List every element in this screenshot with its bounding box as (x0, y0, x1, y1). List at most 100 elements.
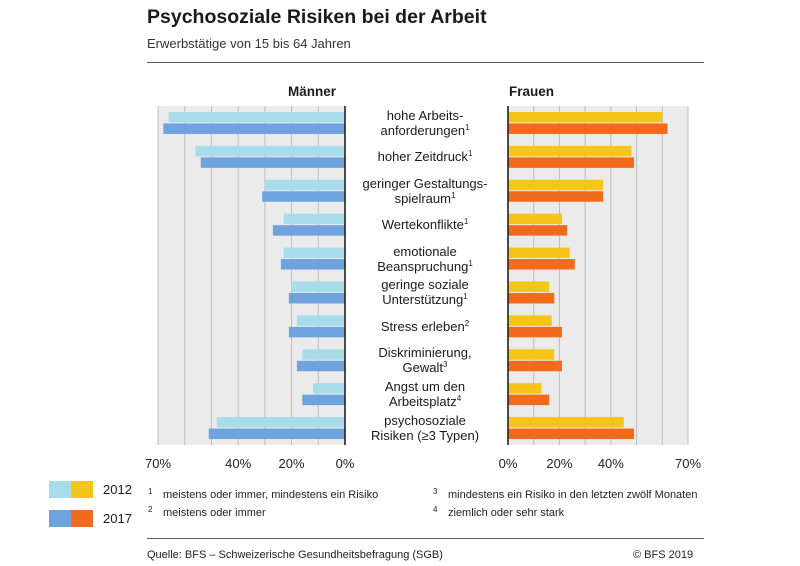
tick-label-frauen: 0% (499, 456, 518, 471)
category-label: geringe soziale Unterstützung1 (345, 277, 505, 307)
bar-maenner-2017 (288, 292, 345, 304)
panel-title-frauen: Frauen (509, 84, 555, 99)
tick-label-frauen: 20% (546, 456, 572, 471)
category-label: psychosoziale Risiken (≥3 Typen) (345, 413, 505, 443)
bar-maenner-2017 (296, 360, 345, 372)
bar-maenner-2017 (163, 123, 345, 134)
category-label: Diskriminierung, Gewalt3 (345, 345, 505, 375)
bar-frauen-2017 (508, 225, 568, 236)
category-label-line: Wertekonflikte1 (381, 217, 469, 233)
chart-subtitle: Erwerbstätige von 15 bis 64 Jahren (147, 36, 351, 51)
footnote-1-number: 1 (148, 487, 153, 496)
bar-frauen-2017 (508, 123, 668, 134)
bar-maenner-2012 (283, 247, 345, 259)
category-label-line: Diskriminierung, (378, 345, 472, 361)
bar-maenner-2012 (291, 281, 345, 292)
bar-maenner-2012 (283, 213, 345, 225)
category-label-line: Gewalt3 (402, 360, 448, 376)
category-label-line: hohe Arbeits- (386, 107, 464, 123)
bar-maenner-2017 (262, 191, 345, 202)
category-label-line: Beanspruchung1 (377, 258, 473, 274)
footnote-marker: 1 (467, 149, 473, 159)
tick-label-maenner: 70% (145, 456, 171, 471)
tick-label-maenner: 0% (336, 456, 355, 471)
footnote-3-number: 3 (433, 487, 438, 496)
category-label-line: geringer Gestaltungs- (362, 175, 488, 191)
bar-frauen-2017 (508, 360, 562, 372)
bar-frauen-2012 (508, 247, 570, 259)
footnote-marker: 2 (464, 318, 470, 328)
bar-frauen-2012 (508, 349, 555, 360)
legend-label-2012: 2012 (103, 482, 132, 497)
bar-maenner-2017 (272, 225, 345, 236)
category-label: Stress erleben2 (345, 319, 505, 334)
plot-area-maenner (158, 106, 345, 445)
footnote-4-number: 4 (433, 505, 438, 514)
tick-label-frauen: 70% (675, 456, 701, 471)
bar-frauen-2012 (508, 417, 624, 428)
bar-frauen-2012 (508, 315, 552, 326)
category-label: hohe Arbeits-anforderungen1 (345, 108, 505, 138)
footnote-marker: 4 (456, 394, 462, 404)
category-label: hoher Zeitdruck1 (345, 149, 505, 164)
category-label-line: spielraum1 (394, 190, 456, 206)
panel-title-maenner: Männer (288, 84, 337, 99)
bar-maenner-2017 (208, 428, 345, 440)
footnote-1: meistens oder immer, mindestens ein Risi… (163, 489, 379, 501)
category-label-line: anforderungen1 (380, 122, 470, 138)
tick-label-maenner: 40% (225, 456, 251, 471)
category-label-line: emotionale (393, 243, 457, 259)
category-label-line: Risiken (≥3 Typen) (370, 428, 480, 444)
bar-frauen-2012 (508, 281, 550, 292)
category-label: emotionale Beanspruchung1 (345, 244, 505, 274)
footnote-4: ziemlich oder sehr stark (448, 507, 565, 519)
category-label: Wertekonflikte1 (345, 217, 505, 232)
bar-frauen-2017 (508, 394, 550, 406)
footnote-marker: 3 (443, 360, 448, 370)
bar-frauen-2012 (508, 111, 663, 123)
bar-frauen-2017 (508, 428, 634, 440)
bar-maenner-2012 (312, 383, 345, 394)
legend-swatch-frauen-2017 (71, 510, 93, 527)
bottom-divider (147, 538, 704, 539)
category-label: geringer Gestaltungs-spielraum1 (345, 176, 505, 206)
tick-label-frauen: 40% (598, 456, 624, 471)
category-label-line: psychosoziale (384, 413, 466, 429)
bar-frauen-2012 (508, 179, 604, 191)
bar-maenner-2017 (200, 157, 345, 168)
legend-label-2017: 2017 (103, 511, 132, 526)
bar-maenner-2012 (264, 179, 345, 191)
category-label-line: Arbeitsplatz4 (388, 394, 462, 410)
bar-frauen-2012 (508, 213, 562, 225)
bar-maenner-2012 (302, 349, 345, 360)
footnote-marker: 1 (450, 190, 456, 200)
bar-frauen-2017 (508, 191, 604, 202)
footnote-2: meistens oder immer (163, 507, 266, 519)
bar-maenner-2012 (216, 417, 345, 428)
source-note: Quelle: BFS – Schweizerische Gesundheits… (147, 549, 443, 561)
plot-area-frauen (508, 106, 688, 445)
bar-maenner-2012 (168, 111, 345, 123)
bar-frauen-2017 (508, 326, 562, 338)
tick-label-maenner: 20% (279, 456, 305, 471)
category-label-line: Stress erleben2 (380, 318, 470, 334)
bar-frauen-2017 (508, 292, 555, 304)
category-label-line: Angst um den (384, 379, 466, 395)
bar-maenner-2012 (296, 315, 345, 326)
chart-title: Psychosoziale Risiken bei der Arbeit (147, 6, 487, 28)
footnote-marker: 1 (463, 292, 468, 302)
legend-swatch-frauen-2012 (71, 481, 93, 498)
bar-frauen-2017 (508, 157, 634, 168)
legend-swatch-maenner-2017 (49, 510, 71, 527)
legend-swatch-maenner-2012 (49, 481, 71, 498)
bar-maenner-2012 (195, 145, 345, 157)
category-label-line: Unterstützung1 (382, 292, 468, 308)
bar-frauen-2012 (508, 145, 632, 157)
bar-maenner-2017 (280, 259, 345, 270)
bar-frauen-2017 (508, 259, 575, 270)
bar-maenner-2017 (288, 326, 345, 338)
top-divider (147, 62, 704, 63)
bar-frauen-2012 (508, 383, 542, 394)
copyright-note: © BFS 2019 (633, 549, 694, 561)
footnote-marker: 1 (465, 122, 470, 132)
